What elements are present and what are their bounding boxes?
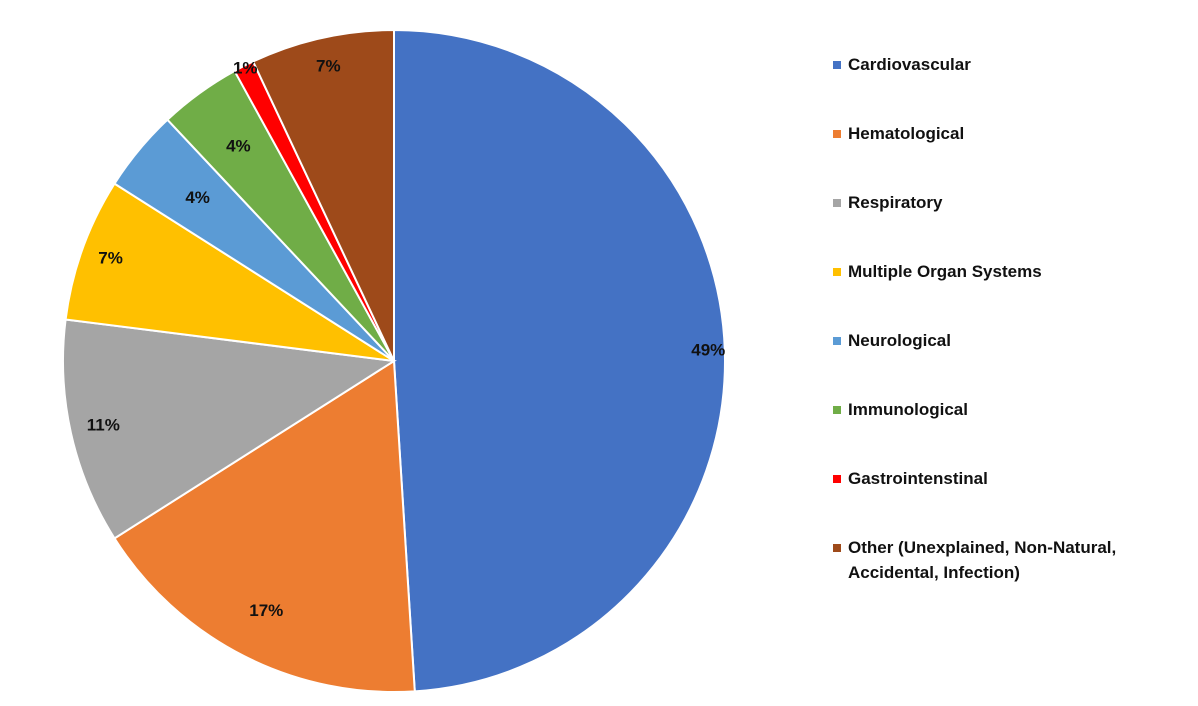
legend-label-other: Other (Unexplained, Non-Natural, Acciden… [848,538,1117,582]
pie-slices [62,28,726,693]
data-label-cardiovascular: 49% [691,341,725,360]
legend-label-gastrointestinal: Gastrointenstinal [848,469,988,488]
pie-slice-cardiovascular [393,28,726,693]
legend-label-cardiovascular: Cardiovascular [848,55,971,74]
data-label-gastrointenstinal: 1% [233,59,258,78]
legend-swatch-cardiovascular [833,61,841,69]
legend-swatch-multiple-organ-systems [833,268,841,276]
legend-item-respiratory: Respiratory [833,190,1183,259]
legend-label-immunological: Immunological [848,400,968,419]
data-label-immunological: 4% [226,136,251,155]
legend-item-cardiovascular: Cardiovascular [833,52,1183,121]
data-label-neurological: 4% [185,188,210,207]
legend-swatch-neurological [833,337,841,345]
legend-item-gastrointestinal: Gastrointenstinal [833,466,1183,535]
legend-label-multiple-organ-systems: Multiple Organ Systems [848,262,1042,281]
legend-swatch-gastrointestinal [833,475,841,483]
legend-item-other: Other (Unexplained, Non-Natural, Acciden… [833,535,1183,604]
pie-slice-other [251,28,395,362]
legend-item-immunological: Immunological [833,397,1183,466]
legend-swatch-other [833,544,841,552]
data-label-respiratory: 11% [87,415,120,434]
pie-slice-hematological [113,359,416,693]
legend-item-neurological: Neurological [833,328,1183,397]
pie-data-labels: 49% 17% 11% 7% 4% 4% 1% 7% [87,57,726,621]
legend-swatch-immunological [833,406,841,414]
legend-swatch-respiratory [833,199,841,207]
pie-slice-multiple [64,182,395,362]
data-label-multiple: 7% [98,248,123,267]
legend-item-hematological: Hematological [833,121,1183,190]
legend: Cardiovascular Hematological Respiratory… [833,52,1183,604]
legend-item-multiple-organ-systems: Multiple Organ Systems [833,259,1183,328]
data-label-other: 7% [316,57,341,76]
pie-slice-respiratory [62,318,397,540]
legend-label-hematological: Hematological [848,124,965,143]
legend-label-neurological: Neurological [848,331,951,350]
legend-label-respiratory: Respiratory [848,193,943,212]
data-label-hematological: 17% [249,601,283,620]
legend-swatch-hematological [833,130,841,138]
